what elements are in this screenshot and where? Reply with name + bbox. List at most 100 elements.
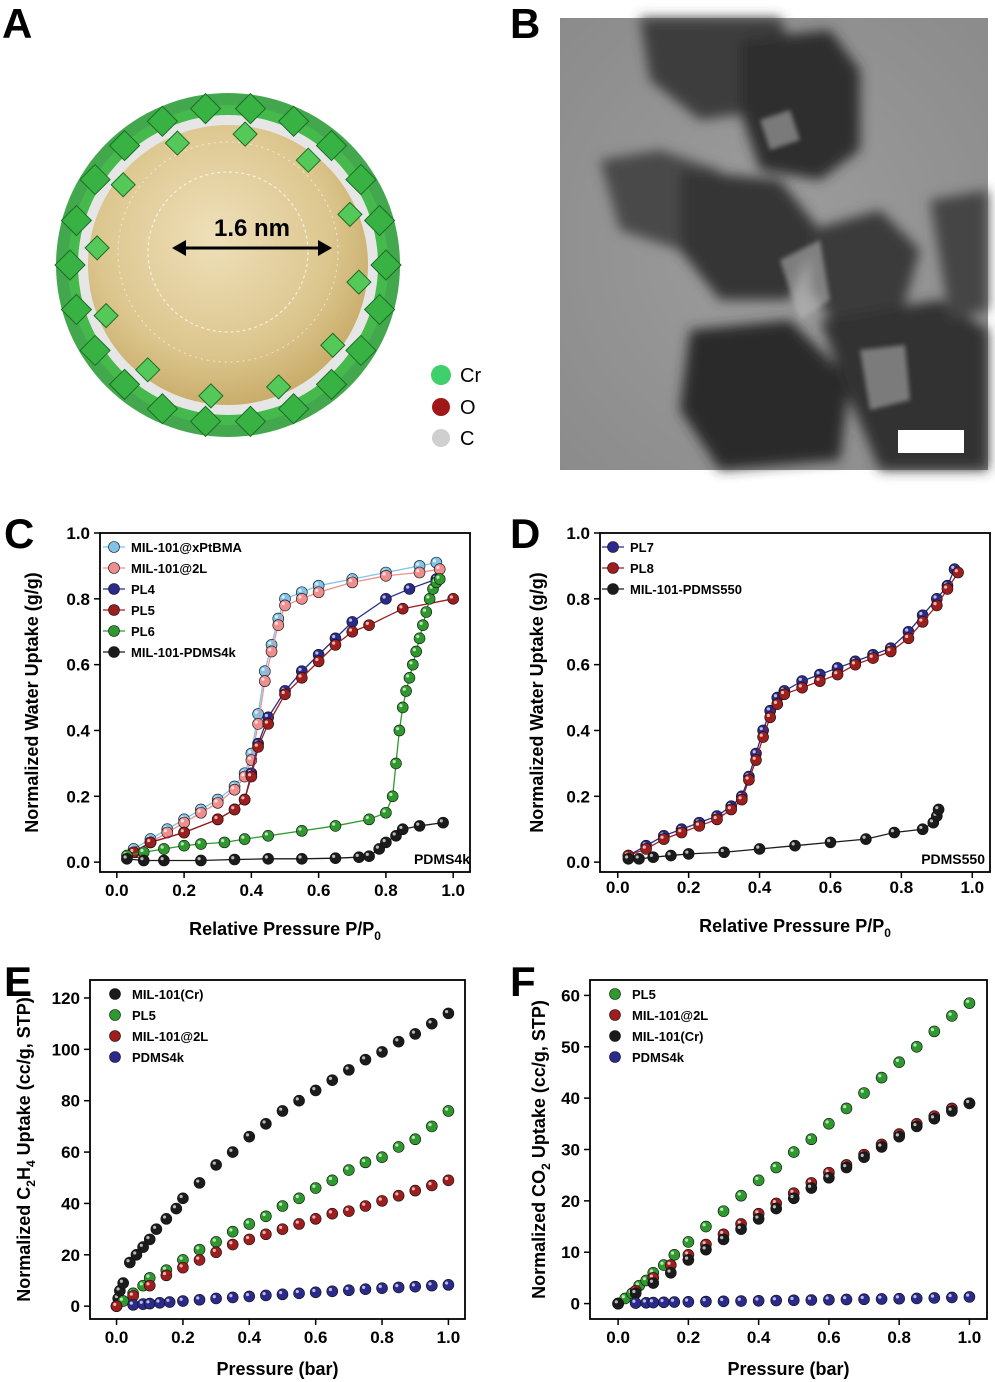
point-highlight: [772, 1164, 777, 1168]
data-point: [875, 1071, 888, 1084]
point-highlight: [790, 1194, 794, 1199]
series-pl8: [622, 566, 964, 862]
series-line: [628, 572, 959, 857]
point-highlight: [660, 1261, 664, 1265]
point-highlight: [362, 1056, 366, 1060]
data-point: [343, 1284, 355, 1297]
cr-octahedron: [189, 92, 222, 125]
data-point: [928, 1025, 941, 1038]
point-highlight: [229, 1228, 233, 1232]
data-point: [312, 655, 325, 668]
data-point: [447, 593, 459, 605]
point-highlight: [678, 829, 682, 833]
point-highlight: [790, 1189, 794, 1193]
data-point: [226, 1225, 239, 1238]
panel-label-b: B: [510, 0, 540, 47]
data-point: [700, 1295, 712, 1308]
data-point: [805, 1133, 818, 1146]
point-highlight: [146, 1282, 150, 1286]
legend-marker: [109, 1030, 121, 1042]
plot-frame: [89, 979, 466, 1320]
legend-label: PL5: [632, 987, 656, 1002]
data-point: [932, 803, 945, 816]
point-highlight: [212, 1295, 216, 1299]
data-point: [346, 576, 359, 589]
cr-octahedron: [79, 163, 111, 196]
point-highlight: [930, 1115, 935, 1119]
point-highlight: [843, 1296, 847, 1300]
data-point: [309, 1213, 322, 1225]
y-tick-label: 0.0: [66, 853, 90, 872]
point-highlight: [262, 1230, 266, 1235]
data-point: [359, 1283, 372, 1296]
data-point: [717, 1205, 730, 1217]
point-highlight: [180, 829, 184, 833]
pore-arrow-right-head: [318, 240, 332, 256]
data-point: [805, 1294, 818, 1306]
data-point: [293, 1218, 305, 1230]
point-highlight: [212, 1248, 216, 1253]
data-point: [647, 1277, 660, 1289]
data-point: [243, 1130, 256, 1143]
data-point: [770, 1294, 783, 1307]
data-point: [393, 724, 406, 737]
data-point: [211, 813, 224, 826]
point-highlight: [816, 671, 820, 675]
point-highlight: [933, 595, 937, 599]
data-point: [226, 1238, 239, 1251]
series-line: [628, 568, 956, 857]
data-point: [823, 1171, 835, 1184]
point-highlight: [935, 806, 939, 810]
y-tick-label: 1.0: [566, 524, 590, 543]
cr-key-label: Cr: [460, 365, 481, 387]
data-point: [228, 803, 241, 816]
panel-a: A 1.6 nm Cr O C: [2, 0, 481, 450]
point-highlight: [298, 827, 302, 831]
point-highlight: [416, 822, 420, 826]
point-highlight: [146, 1300, 150, 1304]
point-highlight: [241, 835, 245, 839]
point-highlight: [878, 1295, 882, 1299]
point-highlight: [262, 1291, 266, 1296]
cr-octahedron: [277, 393, 310, 425]
point-highlight: [298, 674, 302, 678]
point-highlight: [756, 845, 760, 849]
point-highlight: [933, 602, 937, 606]
data-point: [735, 1295, 747, 1307]
data-point: [177, 1261, 189, 1274]
point-highlight: [264, 713, 268, 718]
data-point: [750, 754, 762, 766]
y-axis-label: Normalized CO2 Uptake (cc/g, STP): [529, 1000, 553, 1299]
point-highlight: [406, 585, 410, 589]
sample-annotation: PDMS4k: [414, 851, 470, 867]
data-point: [346, 616, 359, 628]
point-highlight: [268, 641, 272, 645]
point-highlight: [116, 1287, 120, 1291]
y-tick-label: 20: [561, 1192, 580, 1211]
charts-layer: C 0.0 0.2 0.4 0.6 0.8 1.0 0.0 0.2 0.4 0.6 0.8 1.0 Rel…: [4, 510, 991, 1379]
point-highlight: [843, 1105, 847, 1109]
point-highlight: [670, 1251, 675, 1255]
point-highlight: [264, 720, 268, 724]
point-highlight: [860, 1089, 864, 1093]
point-highlight: [445, 1281, 449, 1285]
x-tick-label: 1.0: [958, 1328, 982, 1347]
data-point: [293, 1192, 305, 1205]
cr-octahedron: [60, 293, 93, 326]
point-highlight: [315, 657, 319, 662]
data-point: [629, 1287, 642, 1300]
data-point: [343, 1164, 355, 1176]
point-highlight: [745, 776, 749, 780]
x-axis-label: Relative Pressure P/P0: [699, 916, 891, 940]
y-tick-label: 30: [561, 1141, 580, 1160]
data-point: [260, 1228, 272, 1241]
data-point: [884, 645, 897, 658]
data-point: [276, 1288, 289, 1301]
point-highlight: [825, 1120, 829, 1124]
data-point: [160, 1269, 173, 1282]
o-key-label: O: [460, 397, 476, 419]
data-point: [931, 599, 943, 612]
legend-marker: [609, 988, 621, 1000]
data-point: [392, 1035, 405, 1048]
legend-label: MIL-101-PDMS4k: [131, 645, 237, 660]
